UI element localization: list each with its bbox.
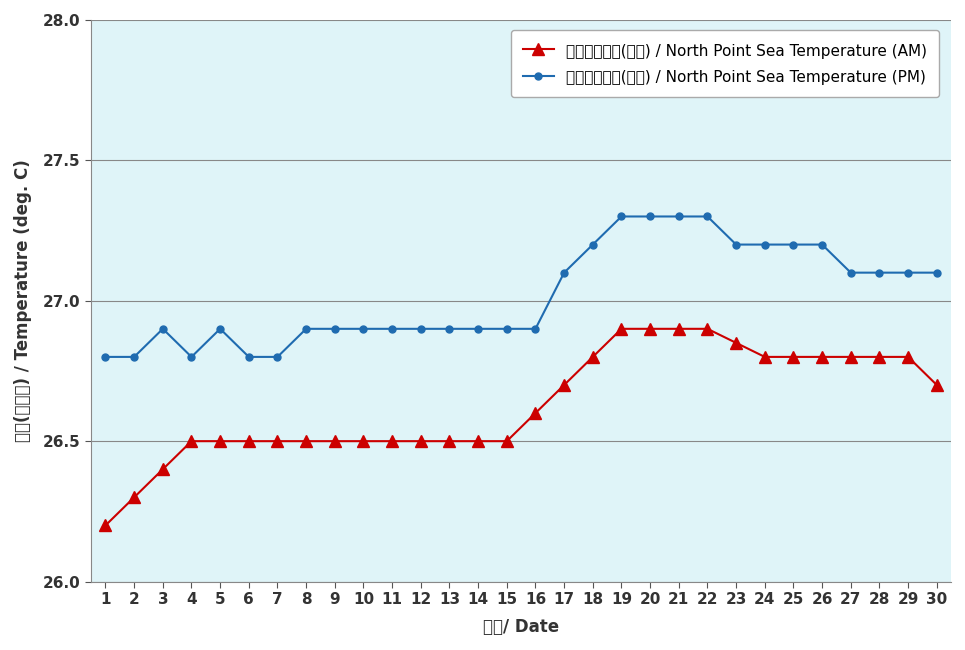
- Line: 北角海水溫度(下午) / North Point Sea Temperature (PM): 北角海水溫度(下午) / North Point Sea Temperature…: [102, 213, 940, 360]
- 北角海水溫度(上午) / North Point Sea Temperature (AM): [300, 437, 312, 445]
- 北角海水溫度(上午) / North Point Sea Temperature (AM): [386, 437, 398, 445]
- Y-axis label: 溫度(攝氏度) / Temperature (deg. C): 溫度(攝氏度) / Temperature (deg. C): [14, 159, 32, 442]
- 北角海水溫度(下午) / North Point Sea Temperature (PM): [759, 240, 771, 248]
- 北角海水溫度(上午) / North Point Sea Temperature (AM): [214, 437, 226, 445]
- 北角海水溫度(上午) / North Point Sea Temperature (AM): [185, 437, 197, 445]
- 北角海水溫度(上午) / North Point Sea Temperature (AM): [243, 437, 255, 445]
- 北角海水溫度(上午) / North Point Sea Temperature (AM): [759, 353, 771, 361]
- 北角海水溫度(上午) / North Point Sea Temperature (AM): [501, 437, 512, 445]
- 北角海水溫度(下午) / North Point Sea Temperature (PM): [873, 268, 885, 276]
- 北角海水溫度(下午) / North Point Sea Temperature (PM): [99, 353, 111, 361]
- 北角海水溫度(下午) / North Point Sea Temperature (PM): [185, 353, 197, 361]
- 北角海水溫度(上午) / North Point Sea Temperature (AM): [587, 353, 598, 361]
- 北角海水溫度(上午) / North Point Sea Temperature (AM): [816, 353, 828, 361]
- 北角海水溫度(下午) / North Point Sea Temperature (PM): [731, 240, 742, 248]
- 北角海水溫度(上午) / North Point Sea Temperature (AM): [931, 381, 943, 389]
- 北角海水溫度(上午) / North Point Sea Temperature (AM): [559, 381, 570, 389]
- 北角海水溫度(上午) / North Point Sea Temperature (AM): [128, 493, 140, 501]
- 北角海水溫度(下午) / North Point Sea Temperature (PM): [587, 240, 598, 248]
- 北角海水溫度(下午) / North Point Sea Temperature (PM): [787, 240, 799, 248]
- 北角海水溫度(下午) / North Point Sea Temperature (PM): [472, 325, 483, 333]
- 北角海水溫度(下午) / North Point Sea Temperature (PM): [931, 268, 943, 276]
- 北角海水溫度(下午) / North Point Sea Temperature (PM): [501, 325, 512, 333]
- 北角海水溫度(上午) / North Point Sea Temperature (AM): [787, 353, 799, 361]
- 北角海水溫度(上午) / North Point Sea Temperature (AM): [731, 339, 742, 346]
- 北角海水溫度(上午) / North Point Sea Temperature (AM): [873, 353, 885, 361]
- 北角海水溫度(上午) / North Point Sea Temperature (AM): [902, 353, 914, 361]
- 北角海水溫度(下午) / North Point Sea Temperature (PM): [272, 353, 284, 361]
- Line: 北角海水溫度(上午) / North Point Sea Temperature (AM): 北角海水溫度(上午) / North Point Sea Temperature…: [100, 323, 943, 531]
- X-axis label: 日期/ Date: 日期/ Date: [483, 618, 559, 636]
- 北角海水溫度(下午) / North Point Sea Temperature (PM): [673, 213, 684, 220]
- 北角海水溫度(下午) / North Point Sea Temperature (PM): [157, 325, 169, 333]
- 北角海水溫度(下午) / North Point Sea Temperature (PM): [243, 353, 255, 361]
- 北角海水溫度(下午) / North Point Sea Temperature (PM): [702, 213, 713, 220]
- 北角海水溫度(下午) / North Point Sea Temperature (PM): [645, 213, 656, 220]
- 北角海水溫度(上午) / North Point Sea Temperature (AM): [673, 325, 684, 333]
- 北角海水溫度(上午) / North Point Sea Temperature (AM): [157, 465, 169, 473]
- 北角海水溫度(上午) / North Point Sea Temperature (AM): [845, 353, 857, 361]
- 北角海水溫度(下午) / North Point Sea Temperature (PM): [845, 268, 857, 276]
- 北角海水溫度(下午) / North Point Sea Temperature (PM): [300, 325, 312, 333]
- 北角海水溫度(下午) / North Point Sea Temperature (PM): [530, 325, 541, 333]
- 北角海水溫度(上午) / North Point Sea Temperature (AM): [530, 409, 541, 417]
- 北角海水溫度(上午) / North Point Sea Temperature (AM): [415, 437, 427, 445]
- 北角海水溫度(上午) / North Point Sea Temperature (AM): [329, 437, 341, 445]
- 北角海水溫度(下午) / North Point Sea Temperature (PM): [816, 240, 828, 248]
- 北角海水溫度(上午) / North Point Sea Temperature (AM): [702, 325, 713, 333]
- Legend: 北角海水溫度(上午) / North Point Sea Temperature (AM), 北角海水溫度(下午) / North Point Sea Temp: 北角海水溫度(上午) / North Point Sea Temperature…: [510, 31, 939, 98]
- 北角海水溫度(上午) / North Point Sea Temperature (AM): [272, 437, 284, 445]
- 北角海水溫度(下午) / North Point Sea Temperature (PM): [128, 353, 140, 361]
- 北角海水溫度(下午) / North Point Sea Temperature (PM): [214, 325, 226, 333]
- 北角海水溫度(下午) / North Point Sea Temperature (PM): [329, 325, 341, 333]
- 北角海水溫度(上午) / North Point Sea Temperature (AM): [472, 437, 483, 445]
- 北角海水溫度(上午) / North Point Sea Temperature (AM): [99, 521, 111, 529]
- 北角海水溫度(下午) / North Point Sea Temperature (PM): [415, 325, 427, 333]
- 北角海水溫度(上午) / North Point Sea Temperature (AM): [645, 325, 656, 333]
- 北角海水溫度(下午) / North Point Sea Temperature (PM): [616, 213, 627, 220]
- 北角海水溫度(下午) / North Point Sea Temperature (PM): [902, 268, 914, 276]
- 北角海水溫度(下午) / North Point Sea Temperature (PM): [444, 325, 455, 333]
- 北角海水溫度(下午) / North Point Sea Temperature (PM): [386, 325, 398, 333]
- 北角海水溫度(上午) / North Point Sea Temperature (AM): [616, 325, 627, 333]
- 北角海水溫度(上午) / North Point Sea Temperature (AM): [444, 437, 455, 445]
- 北角海水溫度(下午) / North Point Sea Temperature (PM): [358, 325, 370, 333]
- 北角海水溫度(上午) / North Point Sea Temperature (AM): [358, 437, 370, 445]
- 北角海水溫度(下午) / North Point Sea Temperature (PM): [559, 268, 570, 276]
